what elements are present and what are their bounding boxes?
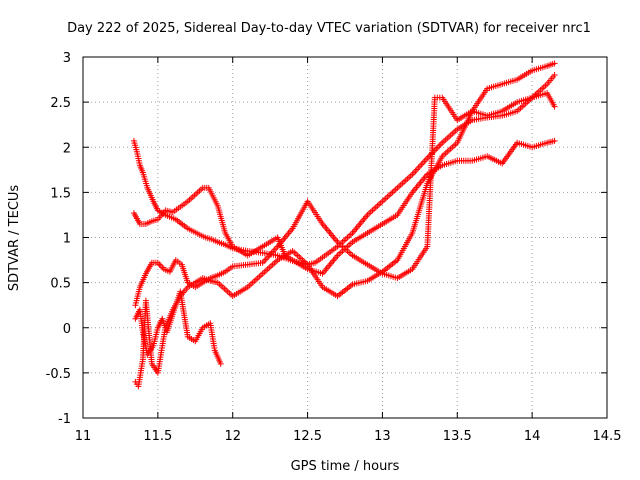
- data-point: [551, 60, 558, 67]
- y-tick-label: 2.5: [50, 96, 71, 111]
- x-tick-label: 14: [524, 429, 541, 444]
- y-tick-label: 0: [63, 322, 71, 337]
- axis-ticks: 11 11.5 12 12.5 13 13.5 14 14.5-1-0.500.511.522…: [46, 51, 622, 444]
- series-arc-c: [132, 72, 558, 309]
- data-point: [217, 360, 224, 367]
- data-points: [130, 60, 558, 390]
- series-arc-b: [130, 137, 558, 277]
- y-tick-label: -0.5: [46, 367, 71, 382]
- x-tick-label: 12: [224, 429, 241, 444]
- x-tick-label: 13: [374, 429, 391, 444]
- y-tick-label: -1: [58, 412, 71, 427]
- data-point: [551, 72, 558, 79]
- x-tick-label: 13.5: [443, 429, 472, 444]
- x-tick-label: 11: [75, 429, 92, 444]
- x-tick-label: 14.5: [593, 429, 622, 444]
- y-tick-label: 3: [63, 51, 71, 66]
- y-tick-label: 2: [63, 141, 71, 156]
- y-tick-label: 1.5: [50, 186, 71, 201]
- data-point: [551, 103, 558, 110]
- plot-frame: [82, 56, 608, 419]
- x-tick-label: 12.5: [293, 429, 322, 444]
- chart-title: Day 222 of 2025, Sidereal Day-to-day VTE…: [67, 21, 591, 36]
- series-arc-e: [132, 60, 558, 390]
- series-arc-d: [132, 288, 224, 367]
- y-tick-label: 1: [63, 232, 71, 247]
- x-axis-label: GPS time / hours: [291, 459, 400, 474]
- y-tick-label: 0.5: [50, 277, 71, 292]
- data-point: [551, 137, 558, 144]
- x-tick-label: 11.5: [143, 429, 172, 444]
- y-axis-label: SDTVAR / TECUs: [7, 185, 22, 292]
